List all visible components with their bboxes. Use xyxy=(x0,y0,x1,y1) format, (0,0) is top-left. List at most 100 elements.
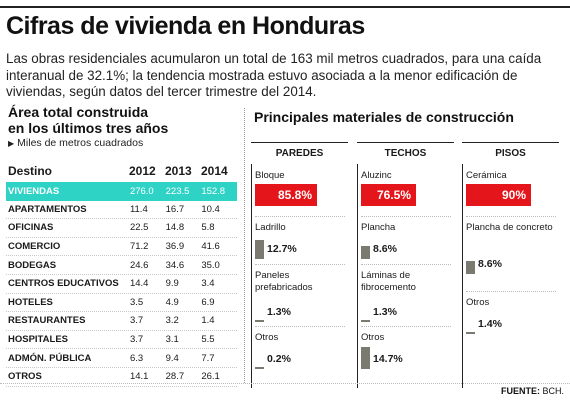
table-title-line-1: Área total construida xyxy=(8,104,149,120)
table-title-line-2: en los últimos tres años xyxy=(8,120,169,136)
row-value: 9.4 xyxy=(165,352,179,364)
table-row: RESTAURANTES 3.7 3.2 1.4 xyxy=(6,312,237,331)
material-bar xyxy=(361,246,370,259)
item-divider xyxy=(361,326,451,327)
table-header: Destino 2012 2013 2014 xyxy=(6,160,237,182)
row-value: 152.8 xyxy=(201,185,226,197)
lede-paragraph: Las obras residenciales acumularon un to… xyxy=(6,51,542,99)
material-bar: 85.8% xyxy=(255,184,317,206)
row-destino: BODEGAS xyxy=(8,259,57,271)
materials-group: TECHOS Aluzinc 76.5% Plancha 8.6% Láminas de … xyxy=(357,142,454,388)
item-divider xyxy=(255,326,345,327)
row-value: 3.1 xyxy=(165,334,179,346)
table-row: HOTELES 3.5 4.9 6.9 xyxy=(6,294,237,313)
material-name: Plancha de concreto xyxy=(466,222,553,233)
table-row: ADMÓN. PÚBLICA 6.3 9.4 7.7 xyxy=(6,349,237,368)
material-value: 1.3% xyxy=(373,306,397,318)
item-divider xyxy=(255,216,345,217)
group-title: TECHOS xyxy=(357,142,454,164)
material-bar xyxy=(255,367,264,369)
material-bar xyxy=(255,320,264,322)
row-value: 276.0 xyxy=(129,185,154,197)
header-2012: 2012 xyxy=(129,164,156,178)
material-label: Ladrillo xyxy=(255,222,347,234)
material-name: Otros xyxy=(361,332,385,343)
material-label: Láminas de fibrocemento xyxy=(361,270,453,294)
row-destino: OTROS xyxy=(8,371,42,383)
row-value: 24.6 xyxy=(129,259,149,271)
material-bar xyxy=(466,261,475,274)
row-value: 28.7 xyxy=(165,371,185,383)
row-value: 16.7 xyxy=(165,203,185,215)
table-row: BODEGAS 24.6 34.6 35.0 xyxy=(6,256,237,275)
material-label: Cerámica xyxy=(466,170,558,182)
row-value: 9.9 xyxy=(165,278,179,290)
row-destino: APARTAMENTOS xyxy=(8,203,87,215)
table-unit-label: Miles de metros cuadrados xyxy=(17,137,144,149)
table-row: COMERCIO 71.2 36.9 41.6 xyxy=(6,238,237,257)
header-2013: 2013 xyxy=(165,164,192,178)
item-divider xyxy=(255,264,345,265)
material-value: 8.6% xyxy=(478,258,502,270)
row-value: 26.1 xyxy=(201,371,220,383)
material-name: Otros xyxy=(466,297,490,308)
page-title: Cifras de vivienda en Honduras xyxy=(6,12,365,40)
group-rule xyxy=(357,164,358,388)
material-label: Bloque xyxy=(255,170,347,182)
row-value: 3.4 xyxy=(201,278,215,290)
triangle-icon: ▶ xyxy=(8,139,15,148)
material-label: Otros xyxy=(361,332,453,344)
row-value: 14.8 xyxy=(165,222,185,234)
material-name: Aluzinc xyxy=(361,170,392,181)
table-unit: ▶ Miles de metros cuadrados xyxy=(8,137,143,149)
row-destino: VIVIENDAS xyxy=(8,185,60,197)
material-bar: 76.5% xyxy=(361,184,416,206)
material-label: Plancha de concreto xyxy=(466,222,558,234)
table-row: VIVIENDAS 276.0 223.5 152.8 xyxy=(6,182,237,201)
material-name: Plancha xyxy=(361,222,396,233)
row-destino: HOSPITALES xyxy=(8,334,68,346)
item-divider xyxy=(466,216,556,217)
group-rule xyxy=(251,164,252,388)
table-row: HOSPITALES 3.7 3.1 5.5 xyxy=(6,331,237,350)
row-destino: OFICINAS xyxy=(8,222,54,234)
group-title: PISOS xyxy=(462,142,559,164)
materials-title: Principales materiales de construcción xyxy=(254,109,514,125)
material-name: Paneles prefabricados xyxy=(255,270,313,293)
source-value: BCH. xyxy=(542,386,564,396)
header-destino: Destino xyxy=(8,164,53,178)
material-value: 12.7% xyxy=(267,243,297,255)
row-value: 5.8 xyxy=(201,222,215,234)
material-bar xyxy=(361,347,370,369)
row-value: 35.0 xyxy=(201,259,220,271)
table-row: APARTAMENTOS 11.4 16.7 10.4 xyxy=(6,201,237,220)
row-value: 223.5 xyxy=(165,185,190,197)
row-destino: CENTROS EDUCATIVOS xyxy=(8,278,119,290)
material-value: 1.4% xyxy=(478,318,502,330)
row-value: 3.5 xyxy=(129,296,144,308)
row-value: 6.3 xyxy=(129,352,144,364)
material-label: Plancha xyxy=(361,222,453,234)
item-divider xyxy=(466,291,556,292)
material-label: Paneles prefabricados xyxy=(255,270,347,294)
material-label: Otros xyxy=(255,332,347,344)
row-value: 22.5 xyxy=(129,222,149,234)
table-row: OTROS 14.1 28.7 26.1 xyxy=(6,368,237,387)
row-destino: RESTAURANTES xyxy=(8,315,86,327)
area-table: Destino 2012 2013 2014 VIVIENDAS 276.0 223… xyxy=(6,160,237,387)
row-value: 1.4 xyxy=(201,315,215,327)
row-value: 3.7 xyxy=(129,334,144,346)
row-value: 14.1 xyxy=(129,371,149,383)
material-value: 8.6% xyxy=(373,243,397,255)
material-name: Otros xyxy=(255,332,279,343)
group-title: PAREDES xyxy=(251,142,348,164)
item-divider xyxy=(361,216,451,217)
row-value: 34.6 xyxy=(165,259,185,271)
row-value: 11.4 xyxy=(129,203,148,215)
material-value: 1.3% xyxy=(267,306,291,318)
material-bar xyxy=(361,320,370,322)
materials-group: PAREDES Bloque 85.8% Ladrillo 12.7% Paneles p… xyxy=(251,142,348,388)
material-value: 0.2% xyxy=(267,353,291,365)
material-name: Bloque xyxy=(255,170,285,181)
material-bar xyxy=(466,332,475,334)
